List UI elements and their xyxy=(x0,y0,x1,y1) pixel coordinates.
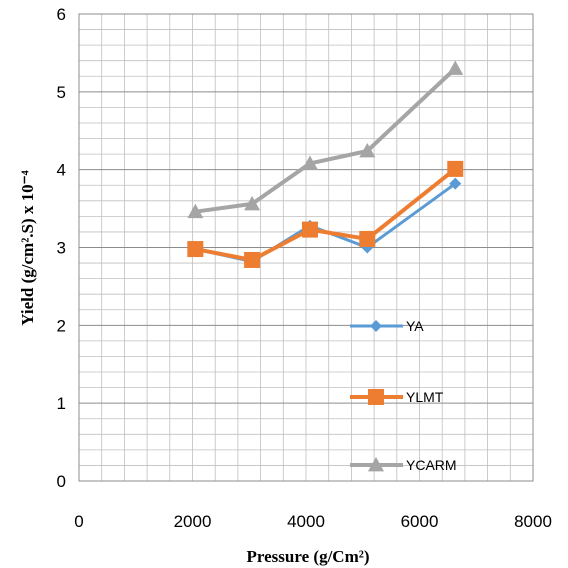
data-point-marker xyxy=(359,142,376,158)
data-point-marker xyxy=(447,160,464,177)
legend-item-ylmt: YLMT xyxy=(350,389,444,405)
x-tick-label: 6000 xyxy=(401,512,439,531)
legend-label: YCARM xyxy=(406,457,457,473)
y-tick-label: 2 xyxy=(57,316,66,335)
legend-item-ycarm: YCARM xyxy=(350,457,457,473)
legend-item-ya: YA xyxy=(350,318,424,334)
y-tick-label: 1 xyxy=(57,394,66,413)
chart-series xyxy=(187,60,464,268)
data-point-marker xyxy=(368,389,384,405)
data-point-marker xyxy=(244,195,261,211)
data-point-marker xyxy=(359,230,376,247)
y-axis-title: Yield (g/cm².S) x 10⁻⁴ xyxy=(18,170,37,325)
data-point-marker xyxy=(447,60,464,75)
chart-axes: 0 2000 4000 6000 8000 0 1 2 3 4 5 6 xyxy=(57,5,552,531)
x-tick-label: 2000 xyxy=(174,512,212,531)
series-ylmt xyxy=(187,160,464,268)
x-tick-label: 8000 xyxy=(514,512,552,531)
series-ycarm xyxy=(187,60,464,219)
data-point-marker xyxy=(187,241,204,258)
data-point-marker xyxy=(368,457,384,472)
y-tick-label: 0 xyxy=(57,472,66,491)
chart-gridlines xyxy=(78,13,534,482)
x-axis-title: Pressure (g/Cm²) xyxy=(247,547,370,566)
data-point-marker xyxy=(187,203,204,219)
data-point-marker xyxy=(370,320,382,332)
x-tick-label: 4000 xyxy=(287,512,325,531)
series-line xyxy=(195,67,457,214)
y-tick-label: 4 xyxy=(57,161,66,180)
series-line xyxy=(194,167,457,262)
series-line xyxy=(195,182,457,264)
data-point-marker xyxy=(244,251,261,268)
data-point-marker xyxy=(301,221,318,238)
y-tick-label: 5 xyxy=(57,83,66,102)
data-point-marker xyxy=(449,177,462,190)
chart-legend: YA YLMT YCARM xyxy=(350,318,457,473)
legend-label: YA xyxy=(406,318,424,334)
y-tick-label: 6 xyxy=(57,5,66,24)
plot-frame xyxy=(78,13,534,482)
y-tick-label: 3 xyxy=(57,239,66,258)
data-point-marker xyxy=(301,155,318,170)
legend-label: YLMT xyxy=(406,389,444,405)
x-tick-label: 0 xyxy=(74,512,83,531)
